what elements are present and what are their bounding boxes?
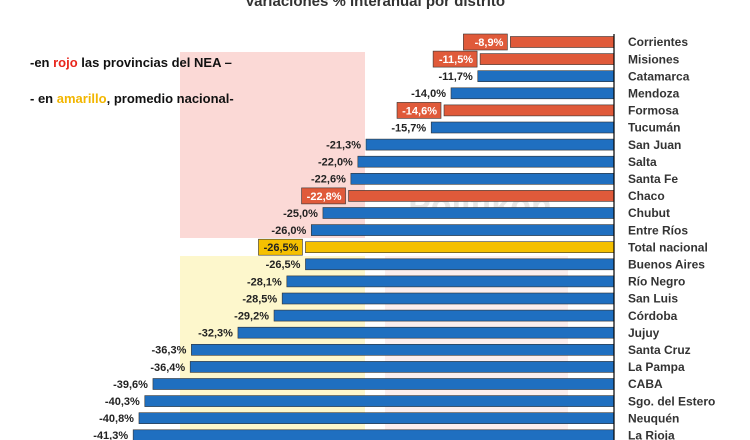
value-label: -15,7% bbox=[391, 122, 426, 134]
value-label: -14,0% bbox=[411, 88, 446, 100]
note: -en rojo las provincias del NEA – bbox=[30, 55, 232, 70]
bar bbox=[191, 343, 615, 356]
value-label: -25,0% bbox=[283, 208, 318, 220]
value-label: -26,0% bbox=[271, 225, 306, 237]
category-label: Corrientes bbox=[628, 35, 688, 49]
value-label: -36,3% bbox=[152, 345, 187, 357]
category-label: Córdoba bbox=[628, 309, 678, 323]
bar bbox=[357, 155, 615, 168]
category-label: Buenos Aires bbox=[628, 257, 705, 271]
category-label: San Luis bbox=[628, 292, 678, 306]
value-label: -11,5% bbox=[439, 54, 473, 66]
bar bbox=[144, 395, 615, 407]
value-label: -22,0% bbox=[318, 157, 353, 169]
value-label: -40,8% bbox=[99, 413, 134, 425]
bar bbox=[350, 173, 615, 185]
value-label: -40,3% bbox=[105, 396, 140, 408]
bar bbox=[305, 258, 615, 271]
note: - en amarillo, promedio nacional- bbox=[30, 91, 234, 106]
bar bbox=[443, 104, 615, 117]
value-label-box bbox=[432, 50, 478, 68]
note-part: -en bbox=[30, 55, 53, 70]
category-label: Catamarca bbox=[628, 69, 690, 83]
category-label: Mendoza bbox=[628, 86, 680, 100]
category-label: Neuquén bbox=[628, 411, 679, 425]
note-part: rojo bbox=[53, 55, 78, 70]
bar bbox=[322, 207, 615, 219]
bar bbox=[310, 224, 615, 236]
bar bbox=[450, 87, 615, 100]
category-label: Chubut bbox=[628, 206, 670, 220]
category-label: Santa Fe bbox=[628, 172, 678, 186]
category-label: Río Negro bbox=[628, 275, 685, 289]
category-label: La Rioja bbox=[628, 428, 675, 440]
category-label: Chaco bbox=[628, 189, 665, 203]
value-label-box bbox=[396, 102, 442, 119]
bar bbox=[286, 275, 615, 288]
value-label: -32,3% bbox=[198, 328, 233, 340]
note-part: las provincias del NEA – bbox=[78, 55, 232, 70]
bar bbox=[348, 190, 615, 202]
value-label: -28,1% bbox=[247, 276, 282, 288]
bar bbox=[138, 412, 615, 425]
value-label: -26,5% bbox=[264, 242, 299, 254]
value-label: -28,5% bbox=[242, 293, 277, 305]
category-label: San Juan bbox=[628, 138, 681, 152]
value-label-box bbox=[258, 238, 303, 256]
value-label: -39,6% bbox=[113, 379, 148, 391]
category-label: Misiones bbox=[628, 52, 680, 66]
bar bbox=[132, 429, 615, 440]
category-label: Salta bbox=[628, 155, 657, 169]
value-label: -8,9% bbox=[475, 37, 504, 49]
nea-highlight bbox=[180, 52, 365, 238]
note-part: amarillo bbox=[57, 91, 107, 106]
category-label: Total nacional bbox=[628, 240, 708, 254]
category-label: Tucumán bbox=[628, 121, 680, 135]
value-label: -11,7% bbox=[439, 71, 473, 83]
bar bbox=[430, 121, 615, 134]
value-label-box bbox=[463, 33, 508, 51]
value-label: -26,5% bbox=[266, 259, 301, 271]
bar bbox=[479, 53, 615, 65]
bar bbox=[477, 70, 615, 82]
value-label: -21,3% bbox=[326, 140, 361, 152]
category-label: Santa Cruz bbox=[628, 343, 691, 357]
category-label: La Pampa bbox=[628, 360, 685, 374]
value-label: -22,6% bbox=[311, 174, 346, 186]
chart-title: Variaciones % interanual por distrito bbox=[245, 0, 505, 10]
category-label: Formosa bbox=[628, 104, 679, 118]
category-label: Sgo. del Estero bbox=[628, 394, 715, 408]
category-label: Entre Ríos bbox=[628, 223, 688, 237]
bar bbox=[281, 292, 615, 305]
value-label: -22,8% bbox=[307, 191, 342, 203]
bar bbox=[365, 138, 615, 151]
value-label: -29,2% bbox=[234, 311, 269, 323]
bar bbox=[152, 378, 615, 390]
note-part: - en bbox=[30, 91, 57, 106]
value-label: -36,4% bbox=[150, 362, 185, 374]
bar bbox=[189, 361, 615, 373]
bar bbox=[237, 326, 615, 339]
value-label: -41,3% bbox=[93, 430, 128, 440]
value-label-box bbox=[301, 187, 346, 205]
bar bbox=[510, 36, 615, 48]
note-part: , promedio nacional- bbox=[107, 91, 234, 106]
bar bbox=[305, 241, 615, 253]
category-label: CABA bbox=[628, 377, 663, 391]
category-label: Jujuy bbox=[628, 326, 660, 340]
value-label: -14,6% bbox=[402, 105, 437, 117]
bar bbox=[273, 309, 615, 322]
